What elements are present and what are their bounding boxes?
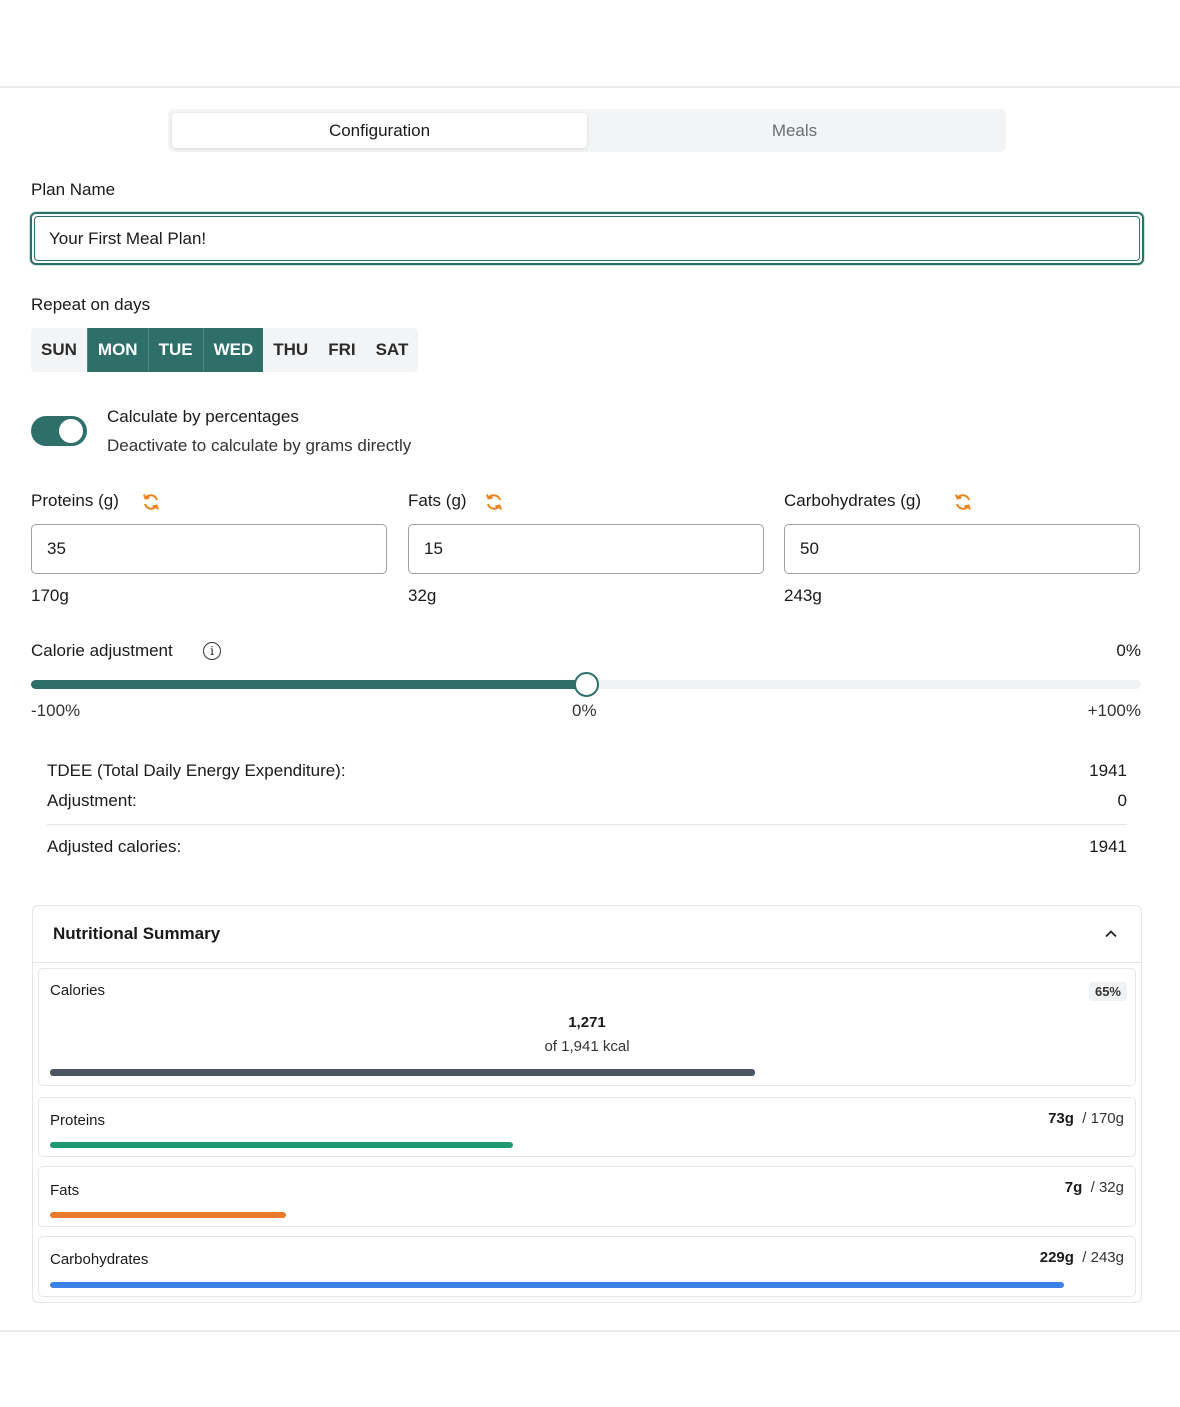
carbohydrates-progress-bar xyxy=(50,1282,1064,1288)
fats-progress-bar xyxy=(50,1212,286,1218)
day-fri[interactable]: FRI xyxy=(328,340,356,359)
fats-card: Fats 7g / 32g xyxy=(38,1166,1136,1227)
fats-summary-amount: 7g / 32g xyxy=(1064,1179,1124,1196)
proteins-refresh-icon[interactable] xyxy=(141,492,161,512)
summary-title: Nutritional Summary xyxy=(53,924,221,943)
carbohydrates-summary-label: Carbohydrates xyxy=(50,1251,149,1268)
summary-header[interactable]: Nutritional Summary xyxy=(33,906,1141,963)
day-sun[interactable]: SUN xyxy=(41,340,77,359)
adjustment-label: Adjustment: xyxy=(47,791,137,810)
percentages-title: Calculate by percentages xyxy=(107,407,299,426)
carbs-label: Carbohydrates (g) xyxy=(784,491,922,510)
slider-max-label: +100% xyxy=(1087,701,1141,720)
plan-name-label: Plan Name xyxy=(31,180,116,199)
plan-name-input[interactable] xyxy=(34,216,1140,261)
bottom-bar xyxy=(0,1330,1180,1407)
adjusted-calories-label: Adjusted calories: xyxy=(47,837,182,856)
percentages-toggle[interactable] xyxy=(31,416,87,446)
calories-percent-badge: 65% xyxy=(1088,982,1127,1001)
calorie-slider-thumb[interactable] xyxy=(574,672,599,697)
day-mon[interactable]: MON xyxy=(86,328,148,372)
fats-grams: 32g xyxy=(408,586,437,605)
nutritional-summary: Nutritional Summary Calories 65% 1,271 o… xyxy=(32,905,1142,1303)
calories-card: Calories 65% 1,271 of 1,941 kcal xyxy=(38,968,1136,1086)
proteins-card: Proteins 73g / 170g xyxy=(38,1097,1136,1157)
calories-progress-bar xyxy=(50,1069,755,1076)
calorie-slider-fill xyxy=(31,680,586,689)
proteins-summary-amount: 73g / 170g xyxy=(1048,1110,1124,1127)
fats-label: Fats (g) xyxy=(408,491,467,510)
calorie-adjustment-label: Calorie adjustment xyxy=(31,641,173,660)
info-icon[interactable]: i xyxy=(203,642,221,660)
tdee-label: TDEE (Total Daily Energy Expenditure): xyxy=(47,761,346,780)
proteins-summary-label: Proteins xyxy=(50,1112,106,1129)
calories-target: of 1,941 kcal xyxy=(544,1038,630,1055)
fats-input[interactable] xyxy=(408,524,764,574)
tdee-value: 1941 xyxy=(1089,761,1127,780)
fats-summary-label: Fats xyxy=(50,1182,80,1199)
proteins-grams: 170g xyxy=(31,586,69,605)
top-bar xyxy=(0,0,1180,88)
adjusted-calories-value: 1941 xyxy=(1089,837,1127,856)
slider-mid-label: 0% xyxy=(572,701,597,720)
percentages-subtitle: Deactivate to calculate by grams directl… xyxy=(107,436,412,455)
carbs-grams: 243g xyxy=(784,586,822,605)
carbohydrates-summary-amount: 229g / 243g xyxy=(1039,1249,1124,1266)
day-wed[interactable]: WED xyxy=(202,328,264,372)
day-selector: SUN MON TUE WED THU FRI SAT xyxy=(31,328,419,372)
proteins-input[interactable] xyxy=(31,524,387,574)
fats-refresh-icon[interactable] xyxy=(484,492,504,512)
day-tue[interactable]: TUE xyxy=(147,328,203,372)
slider-min-label: -100% xyxy=(31,701,81,720)
calorie-adjustment-value: 0% xyxy=(1116,641,1141,660)
chevron-up-icon[interactable] xyxy=(1103,926,1119,942)
plan-name-field-wrapper xyxy=(30,212,1144,265)
tab-meals[interactable]: Meals xyxy=(771,120,818,140)
carbs-input[interactable] xyxy=(784,524,1140,574)
tab-configuration[interactable]: Configuration xyxy=(172,113,587,148)
repeat-days-label: Repeat on days xyxy=(31,295,151,314)
carbohydrates-card: Carbohydrates 229g / 243g xyxy=(38,1236,1136,1297)
proteins-label: Proteins (g) xyxy=(31,491,119,510)
carbs-refresh-icon[interactable] xyxy=(953,492,973,512)
energy-divider xyxy=(47,824,1127,825)
adjustment-value: 0 xyxy=(1117,791,1127,810)
tab-bar: Configuration Meals xyxy=(168,109,1006,152)
day-sat[interactable]: SAT xyxy=(375,340,409,359)
day-thu[interactable]: THU xyxy=(273,340,309,359)
toggle-knob xyxy=(59,419,83,443)
proteins-progress-bar xyxy=(50,1142,513,1148)
calories-value: 1,271 xyxy=(568,1014,606,1031)
calories-label: Calories xyxy=(50,982,106,999)
